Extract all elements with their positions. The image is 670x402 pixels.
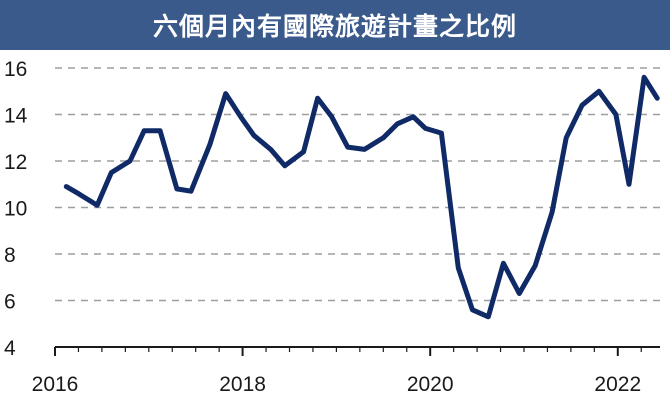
y-tick-label: 14 (4, 105, 28, 128)
y-tick-labels: 4 6 8 10 12 14 16 (4, 58, 28, 360)
y-tick-label: 6 (4, 291, 16, 314)
series-line-0 (63, 74, 660, 320)
gridlines (55, 67, 660, 302)
y-tick-label: 16 (4, 58, 27, 81)
y-tick-label: 4 (4, 337, 16, 360)
y-tick-label: 10 (4, 198, 27, 221)
x-tick-label: 2018 (219, 373, 266, 396)
y-tick-label: 8 (4, 244, 16, 267)
x-tick-label: 2016 (32, 373, 79, 396)
series-group (63, 74, 660, 320)
x-axis (54, 346, 660, 356)
chart-title: 六個月內有國際旅遊計畫之比例 (152, 12, 517, 41)
line-chart: 4 6 8 10 12 14 16 2016 2018 2020 2022 (4, 58, 660, 396)
x-tick-label: 2022 (594, 373, 641, 396)
y-tick-label: 12 (4, 151, 27, 174)
title-bar: 六個月內有國際旅遊計畫之比例 (0, 0, 670, 50)
x-tick-label: 2020 (407, 373, 454, 396)
x-tick-labels: 2016 2018 2020 2022 (32, 373, 642, 396)
